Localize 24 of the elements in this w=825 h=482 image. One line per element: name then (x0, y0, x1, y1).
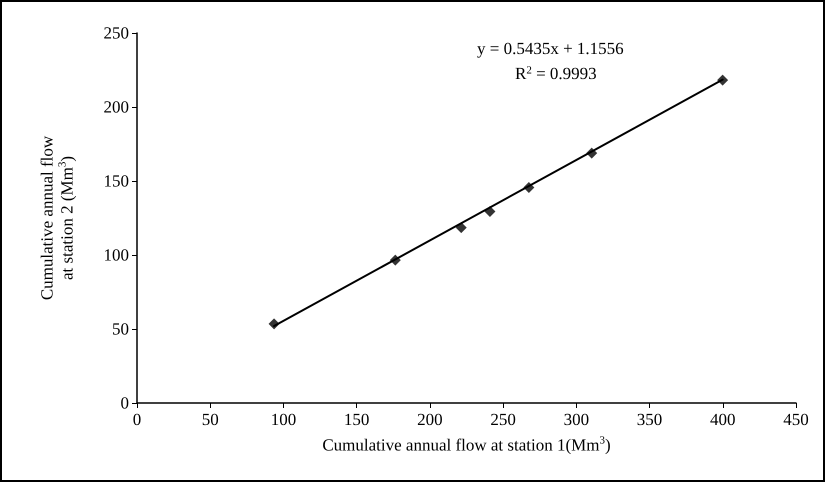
x-tick-label: 200 (417, 410, 443, 429)
y-tick-label: 150 (104, 172, 129, 190)
point (717, 74, 728, 86)
point (456, 222, 467, 234)
y-tick-label: 200 (104, 98, 129, 116)
y-tick-label: 100 (104, 246, 129, 264)
x-tick-label: 400 (710, 410, 736, 429)
x-tick-label: 100 (270, 410, 296, 429)
y-tick-label: 50 (112, 320, 129, 338)
x-tick-label: 250 (490, 410, 516, 429)
x-tick-label: 0 (132, 410, 142, 429)
point (586, 148, 598, 159)
x-tick-label: 450 (783, 410, 809, 429)
point (523, 182, 534, 194)
annotation: y = 0.5435x + 1.1556 (477, 39, 624, 58)
y-tick-label: 250 (104, 24, 129, 42)
point (268, 318, 280, 330)
y-tick-label: 0 (120, 394, 129, 412)
x-tick-label: 50 (202, 410, 219, 429)
x-tick-label: 150 (344, 410, 370, 429)
point (484, 206, 496, 217)
x-tick-label: 350 (636, 410, 662, 429)
point (390, 254, 401, 266)
x-tick-label: 300 (564, 410, 590, 429)
